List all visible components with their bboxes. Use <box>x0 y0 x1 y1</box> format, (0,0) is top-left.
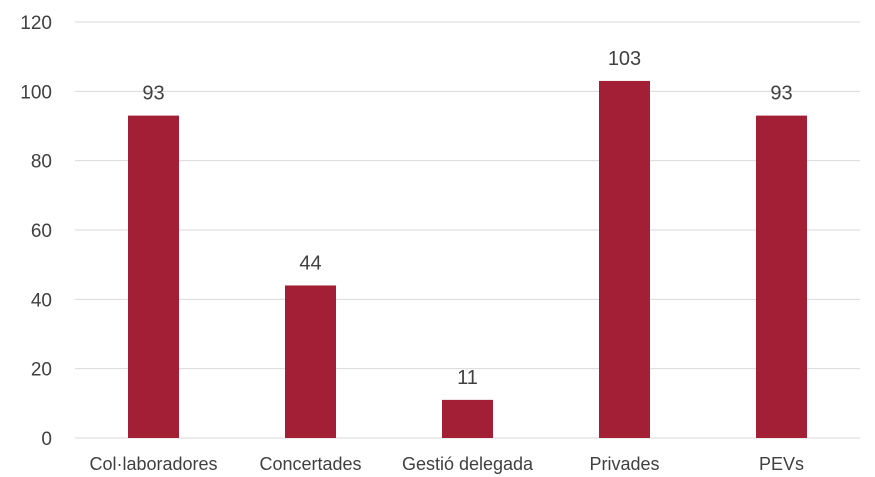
y-tick-label: 80 <box>31 152 52 173</box>
x-category-label: Gestió delegada <box>402 454 534 474</box>
x-category-label: Col·laboradores <box>89 454 217 474</box>
y-tick-label: 0 <box>41 429 52 450</box>
x-category-label: Concertades <box>259 454 361 474</box>
x-axis-category-labels: Col·laboradores Concertades Gestió delegad… <box>89 454 804 474</box>
y-tick-label: 120 <box>20 13 52 34</box>
bar <box>756 115 807 438</box>
data-label: 93 <box>142 83 164 105</box>
data-label: 103 <box>608 48 641 70</box>
bars <box>128 80 807 438</box>
gridlines <box>75 21 860 439</box>
bar <box>128 115 179 438</box>
bar <box>285 285 336 438</box>
data-label: 44 <box>299 252 321 274</box>
data-labels: 93 44 11 103 93 <box>142 48 792 389</box>
y-tick-label: 100 <box>20 82 52 103</box>
y-tick-label: 40 <box>31 290 52 311</box>
x-category-label: Privades <box>589 454 659 474</box>
y-tick-label: 60 <box>31 221 52 242</box>
bar <box>442 399 493 438</box>
data-label: 11 <box>457 367 478 389</box>
x-category-label: PEVs <box>759 454 804 474</box>
y-tick-label: 20 <box>31 360 52 381</box>
data-label: 93 <box>770 83 792 105</box>
bar <box>599 80 650 438</box>
y-axis-tick-labels: 0 20 40 60 80 100 120 <box>20 13 52 450</box>
